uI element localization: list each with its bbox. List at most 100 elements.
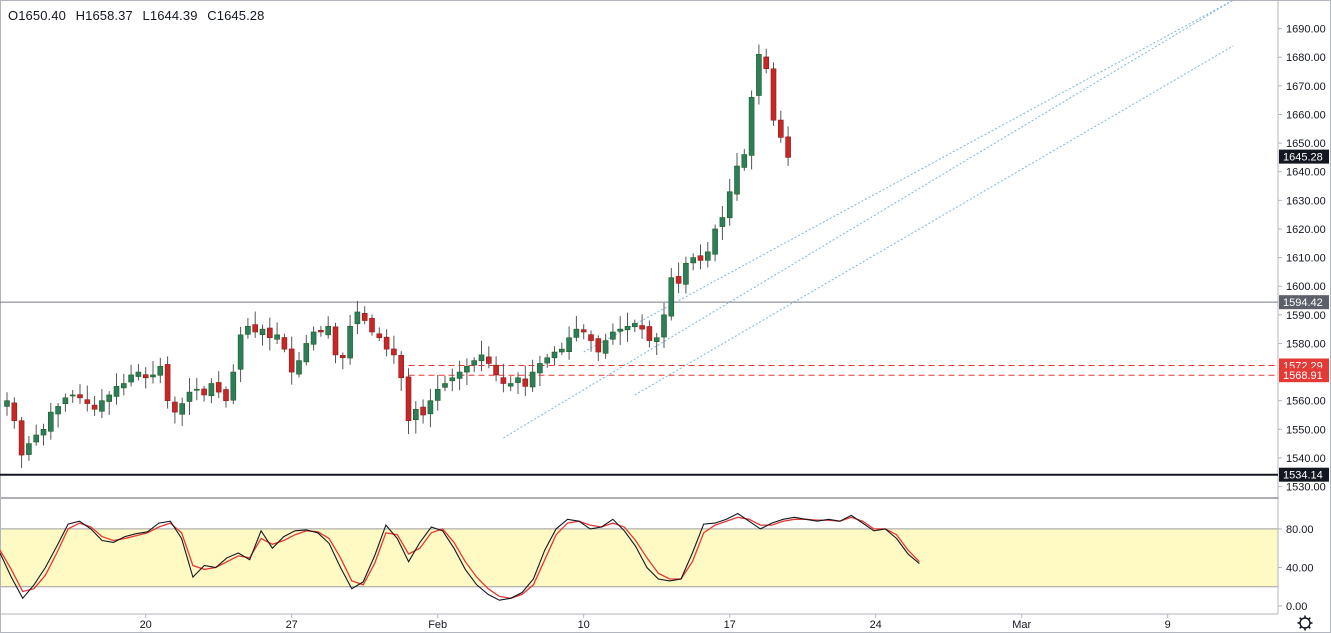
- candle: [639, 325, 645, 330]
- candle: [485, 356, 492, 364]
- candle: [142, 374, 149, 379]
- candle: [500, 377, 507, 384]
- candle: [369, 318, 375, 333]
- gear-tooth: [1299, 625, 1303, 629]
- osc-tick-label: 80.00: [1286, 524, 1314, 536]
- candle: [135, 371, 142, 377]
- candle: [734, 165, 740, 195]
- candle: [157, 366, 164, 376]
- level-label-4-bg: [1279, 467, 1329, 482]
- candle: [704, 251, 711, 261]
- candle: [383, 336, 390, 350]
- candle: [245, 325, 251, 335]
- time-tick-label: 10: [578, 619, 590, 631]
- stoch-k-line: [0, 512, 920, 601]
- ohlc-readout: O1650.40 H1658.37 L1644.39 C1645.28: [8, 8, 270, 23]
- candle: [449, 377, 456, 382]
- candle: [339, 355, 346, 359]
- candle: [551, 351, 558, 359]
- candle: [47, 411, 54, 432]
- candle: [259, 328, 266, 336]
- candle: [712, 228, 718, 255]
- low-value: L1644.39: [142, 8, 198, 23]
- price-tick-label: 1640.00: [1286, 167, 1326, 179]
- candle: [62, 397, 69, 405]
- candle: [777, 119, 784, 138]
- candle: [318, 330, 324, 333]
- price-tick-label: 1620.00: [1286, 224, 1326, 236]
- candle: [610, 331, 616, 340]
- price-tick-label: 1560.00: [1286, 396, 1326, 408]
- candle: [11, 402, 18, 422]
- last-price-label-bg: [1279, 149, 1329, 164]
- candle: [580, 329, 587, 333]
- candle: [194, 388, 200, 391]
- candle: [566, 337, 572, 352]
- candle: [522, 378, 529, 387]
- candle: [91, 404, 98, 410]
- channel-line-3: [634, 45, 1234, 396]
- close-value: C1645.28: [207, 8, 265, 23]
- candle: [77, 394, 83, 399]
- price-tick-label: 1660.00: [1286, 109, 1326, 121]
- candle: [646, 326, 653, 341]
- osc-tick-label: 40.00: [1286, 562, 1314, 574]
- oscillator-band: [0, 528, 1278, 587]
- candle: [288, 348, 295, 373]
- level-label-4: 1534.14: [1283, 470, 1323, 482]
- candle: [391, 348, 397, 356]
- gear-tooth: [1307, 617, 1311, 621]
- candle: [296, 360, 302, 375]
- candle: [595, 338, 602, 353]
- channel-line-2: [503, 0, 1234, 439]
- gear-tooth: [1299, 617, 1303, 621]
- price-tick-label: 1690.00: [1286, 24, 1326, 36]
- high-value: H1658.37: [75, 8, 133, 23]
- candle: [464, 366, 470, 373]
- candle: [420, 406, 426, 416]
- candle: [631, 323, 638, 328]
- candle: [84, 399, 91, 404]
- price-tick-label: 1670.00: [1286, 81, 1326, 93]
- candle: [230, 371, 237, 401]
- candle: [128, 374, 134, 383]
- candle: [266, 327, 273, 339]
- candle: [653, 337, 660, 342]
- candle: [493, 364, 499, 376]
- candle: [164, 364, 171, 401]
- candle: [18, 420, 25, 456]
- candle: [456, 371, 463, 379]
- price-tick-label: 1590.00: [1286, 310, 1326, 322]
- candle: [361, 312, 368, 321]
- candle: [281, 337, 288, 350]
- candle: [434, 388, 441, 401]
- candle: [697, 255, 704, 261]
- candle: [201, 388, 207, 396]
- candle: [624, 325, 631, 331]
- candle: [274, 334, 280, 340]
- candle: [179, 403, 185, 415]
- level-label-3: 1568.91: [1283, 370, 1323, 382]
- candle: [537, 363, 543, 374]
- candle: [668, 277, 675, 317]
- gear-icon[interactable]: [1297, 615, 1313, 631]
- candle: [427, 400, 434, 415]
- candle: [405, 376, 412, 422]
- candle: [770, 68, 777, 121]
- candle: [719, 217, 726, 227]
- price-tick-label: 1650.00: [1286, 138, 1326, 150]
- gear-ring: [1299, 617, 1311, 629]
- candle: [529, 371, 536, 388]
- level-label-1-bg: [1279, 295, 1329, 310]
- candle: [215, 382, 222, 393]
- candle: [99, 400, 105, 412]
- candle: [558, 348, 565, 353]
- candle: [303, 343, 310, 363]
- candle: [325, 325, 332, 336]
- level-label-1: 1594.42: [1283, 297, 1323, 309]
- candle: [683, 263, 689, 285]
- level-label-3-bg: [1279, 368, 1329, 383]
- candle: [310, 331, 317, 345]
- candle: [237, 334, 244, 370]
